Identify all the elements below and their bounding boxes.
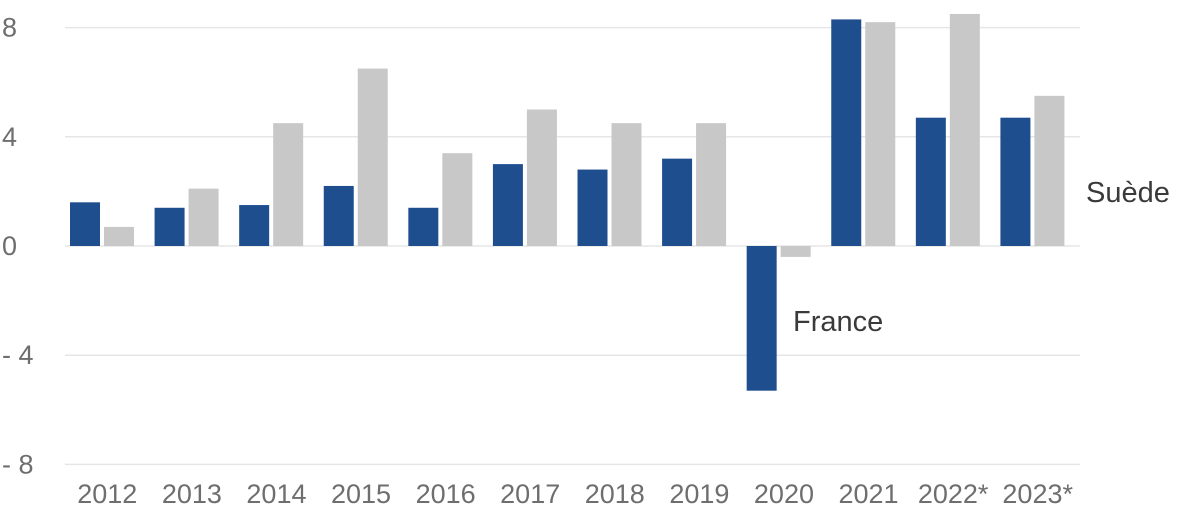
bar-france-2016 [408,207,439,246]
x-tick-label: 2020 [754,479,814,509]
bar-france-2017 [492,164,523,246]
bar-france-2023 [1000,117,1031,246]
y-tick-label: 8 [2,13,17,43]
bar-france-2012 [70,202,100,246]
bar-suede-2019 [696,123,727,246]
series-label-france: France [793,306,883,338]
bar-france-2021 [831,19,862,246]
y-tick-label: - 8 [2,449,34,479]
y-tick-label: 0 [2,231,17,261]
x-tick-label: 2019 [669,479,729,509]
bar-france-2019 [662,158,693,246]
gridlines [65,26,1080,466]
bar-france-2020 [746,246,777,391]
bar-suede-2013 [188,188,219,246]
bar-suede-2016 [442,153,473,246]
x-tick-label: 2018 [585,479,645,509]
x-tick-label: 2017 [500,479,560,509]
bars [70,13,1065,391]
x-tick-label: 2014 [246,479,306,509]
bar-france-2014 [239,205,270,246]
bar-suede-2017 [526,109,557,246]
bar-suede-2012 [104,226,134,246]
bar-suede-2021 [865,22,896,246]
bar-suede-2023 [1034,95,1065,246]
bar-france-2022 [915,117,946,246]
bar-suede-2014 [273,123,304,246]
x-tick-label: 2022* [918,479,989,509]
bar-france-2013 [154,207,185,246]
bar-suede-2022 [949,13,980,247]
x-axis-tick-labels: 2012 2013 2014 2015 2016 2017 2018 2019 2020 2021… [77,479,1073,509]
x-tick-label: 2015 [331,479,391,509]
x-tick-label: 2016 [416,479,476,509]
bar-suede-2020 [780,246,811,257]
series-label-suede: Suède [1086,177,1170,209]
x-tick-label: 2012 [77,479,137,509]
bar-suede-2018 [611,123,642,246]
x-tick-label: 2023* [1002,479,1073,509]
bar-france-2015 [323,185,354,246]
y-tick-label: - 4 [2,340,34,370]
x-tick-label: 2021 [839,479,899,509]
y-axis-tick-labels: 8 4 0 - 4 - 8 [2,13,34,480]
bar-france-2018 [577,169,608,246]
y-tick-label: 4 [2,122,17,152]
x-tick-label: 2013 [162,479,222,509]
bar-suede-2015 [357,68,388,246]
